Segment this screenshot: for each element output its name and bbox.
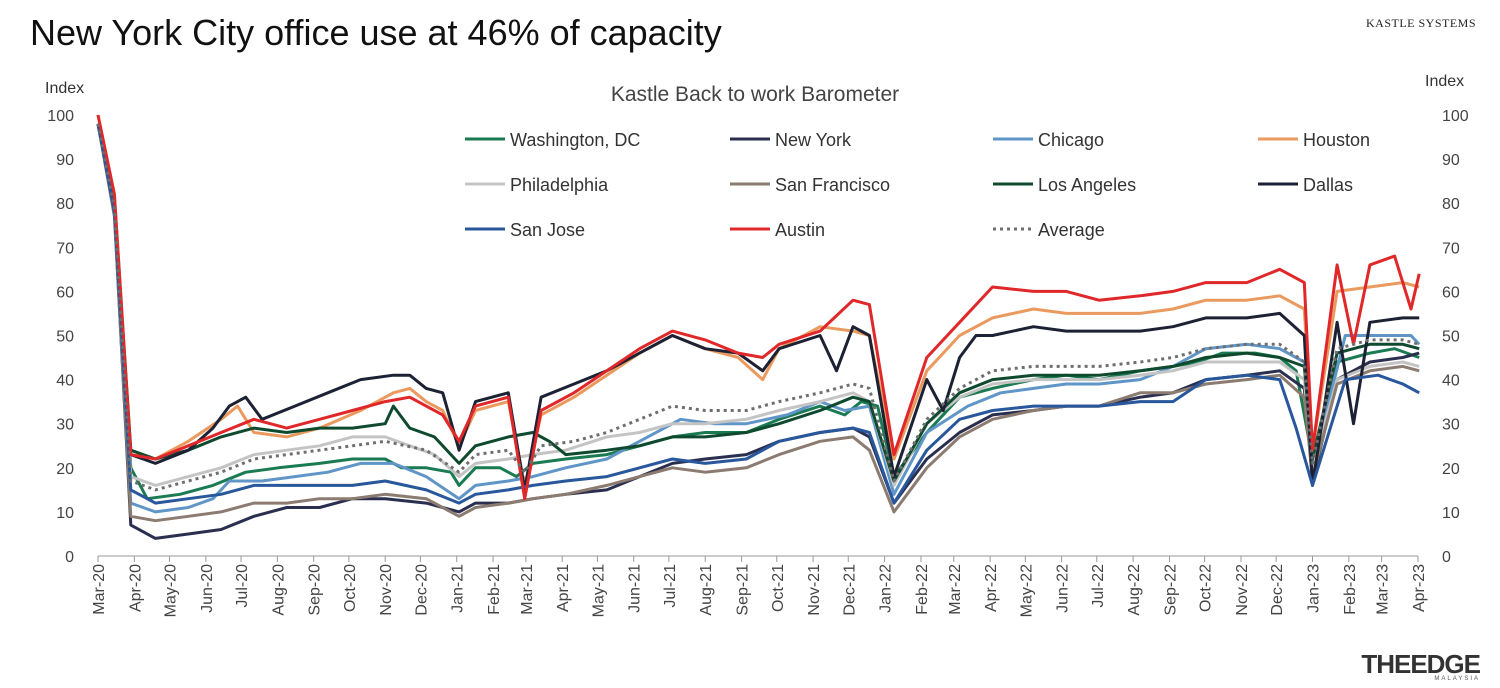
x-tick-label: Apr-23 — [1411, 564, 1428, 612]
y-tick-label-right: 70 — [1442, 240, 1460, 257]
x-tick-label: Jun-22 — [1055, 564, 1072, 613]
series-line-dallas — [96, 123, 1420, 492]
series-line-los-angeles — [96, 123, 1420, 483]
x-tick-label: May-20 — [163, 564, 180, 617]
legend-label-san-jose: San Jose — [510, 220, 585, 240]
legend-label-dallas: Dallas — [1303, 175, 1353, 195]
brand-logo: THEEDGE MALAYSIA — [1361, 649, 1481, 682]
x-tick-label: Feb-21 — [486, 564, 503, 615]
x-tick-label: Apr-20 — [127, 564, 144, 612]
x-tick-label: Nov-20 — [378, 564, 395, 616]
x-tick-label: Oct-21 — [770, 564, 787, 612]
x-tick-label: Jan-23 — [1305, 564, 1322, 613]
x-tick-label: Aug-22 — [1126, 564, 1143, 616]
x-tick-label: Feb-23 — [1342, 564, 1359, 615]
y-tick-label-right: 100 — [1442, 108, 1469, 125]
x-tick-label: Sep-20 — [307, 564, 324, 616]
x-tick-label: Mar-21 — [519, 564, 536, 615]
legend: Washington, DC New York Chicago Houston Phil… — [465, 130, 1370, 240]
legend-label-austin: Austin — [775, 220, 825, 240]
y-tick-label-left: 20 — [56, 461, 74, 478]
x-tick-label: Jan-22 — [878, 564, 895, 613]
y-tick-label-left: 80 — [56, 196, 74, 213]
y-tick-label-left: 30 — [56, 417, 74, 434]
brand-subtitle: MALAYSIA — [1434, 676, 1480, 682]
y-axis-label-left: Index — [45, 80, 84, 97]
series-line-average — [96, 123, 1420, 492]
series-line-austin — [96, 114, 1421, 501]
series-layer — [96, 114, 1421, 540]
x-tick-label: Dec-21 — [841, 564, 858, 616]
legend-label-chicago: Chicago — [1038, 130, 1104, 150]
y-tick-label-right: 80 — [1442, 196, 1460, 213]
x-tick-label: Jun-20 — [199, 564, 216, 613]
legend-label-san-francisco: San Francisco — [775, 175, 890, 195]
legend-label-philadelphia: Philadelphia — [510, 175, 609, 195]
x-tick-label: Jul-22 — [1090, 564, 1107, 608]
axes: 0 0 10 10 20 20 30 30 40 40 50 50 60 60 70 70 80 80 90 90 10… — [47, 108, 1469, 617]
x-tick-label: Aug-21 — [698, 564, 715, 616]
x-tick-label: Mar-23 — [1375, 564, 1392, 615]
x-tick-label: Aug-20 — [270, 564, 287, 616]
x-tick-label: Jun-21 — [627, 564, 644, 613]
x-tick-label: Oct-22 — [1198, 564, 1215, 612]
series-line-san-francisco — [96, 123, 1420, 523]
x-tick-label: Jul-21 — [662, 564, 679, 608]
x-tick-label: Jan-21 — [450, 564, 467, 613]
legend-label-new-york: New York — [775, 130, 852, 150]
x-tick-label: Mar-20 — [91, 564, 108, 615]
legend-label-washington-dc: Washington, DC — [510, 130, 640, 150]
y-tick-label-left: 40 — [56, 373, 74, 390]
y-tick-label-left: 90 — [56, 152, 74, 169]
series-line-washington-dc — [96, 123, 1420, 501]
y-tick-label-right: 90 — [1442, 152, 1460, 169]
legend-label-average: Average — [1038, 220, 1105, 240]
legend-label-los-angeles: Los Angeles — [1038, 175, 1136, 195]
y-tick-label-right: 30 — [1442, 417, 1460, 434]
y-tick-label-left: 0 — [65, 549, 74, 566]
x-tick-label: Apr-21 — [555, 564, 572, 612]
x-tick-label: Oct-20 — [342, 564, 359, 612]
legend-label-houston: Houston — [1303, 130, 1370, 150]
y-tick-label-left: 100 — [47, 108, 74, 125]
x-tick-label: Dec-20 — [413, 564, 430, 616]
x-tick-label: May-22 — [1018, 564, 1035, 617]
y-tick-label-right: 20 — [1442, 461, 1460, 478]
series-line-san-jose — [96, 123, 1420, 505]
y-tick-label-left: 50 — [56, 329, 74, 346]
y-tick-label-left: 60 — [56, 284, 74, 301]
x-tick-label: Feb-22 — [914, 564, 931, 615]
y-axis-label-right: Index — [1425, 73, 1464, 90]
y-tick-label-right: 50 — [1442, 329, 1460, 346]
y-tick-label-left: 10 — [56, 505, 74, 522]
x-tick-label: May-21 — [590, 564, 607, 617]
x-tick-label: Sep-21 — [735, 564, 752, 616]
y-tick-label-right: 0 — [1442, 549, 1451, 566]
series-line-chicago — [96, 123, 1421, 514]
x-tick-label: Nov-22 — [1234, 564, 1251, 616]
x-tick-label: Mar-22 — [947, 564, 964, 615]
brand-name: THEEDGE — [1361, 649, 1481, 679]
y-tick-label-left: 70 — [56, 240, 74, 257]
y-tick-label-right: 10 — [1442, 505, 1460, 522]
x-tick-label: Dec-22 — [1269, 564, 1286, 616]
y-tick-label-right: 60 — [1442, 284, 1460, 301]
x-tick-label: Sep-22 — [1162, 564, 1179, 616]
series-line-philadelphia — [96, 123, 1420, 487]
x-tick-label: Jul-20 — [234, 564, 251, 608]
headline: New York City office use at 46% of capac… — [30, 12, 722, 53]
source-credit: KASTLE SYSTEMS — [1365, 16, 1476, 30]
x-tick-label: Nov-21 — [806, 564, 823, 616]
y-tick-label-right: 40 — [1442, 373, 1460, 390]
chart-title: Kastle Back to work Barometer — [611, 83, 899, 106]
x-tick-label: Apr-22 — [983, 564, 1000, 612]
